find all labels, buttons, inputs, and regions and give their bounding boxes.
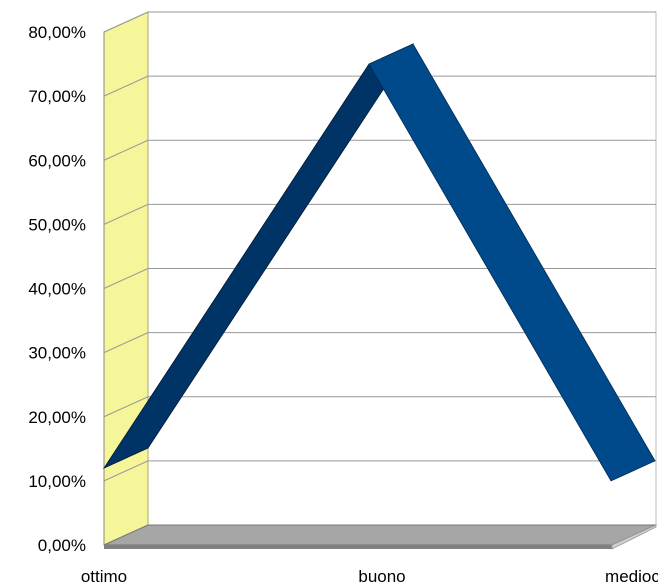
x-tick-label: buono — [358, 567, 405, 586]
floor-edge-front — [104, 545, 612, 549]
gridline-side — [103, 203, 149, 225]
y-tick-label: 40,00% — [28, 280, 86, 299]
x-tick-label: ottimo — [81, 567, 127, 586]
x-tick-label: mediocre — [605, 567, 658, 586]
y-tick-label: 70,00% — [28, 87, 86, 106]
floor — [103, 524, 657, 546]
gridline-side — [103, 11, 149, 33]
gridline-side — [103, 75, 149, 97]
y-tick-label: 30,00% — [28, 344, 86, 363]
floor-edge-side — [611, 524, 657, 550]
gridline-side — [103, 139, 149, 161]
gridline-side — [103, 332, 149, 354]
y-tick-label: 60,00% — [28, 151, 86, 170]
y-tick-label: 80,00% — [28, 23, 86, 42]
gridline-side — [103, 268, 149, 289]
gridline-side — [103, 460, 149, 482]
y-tick-label: 20,00% — [28, 408, 86, 427]
gridline-side — [103, 396, 149, 418]
y-tick-label: 10,00% — [28, 472, 86, 491]
series-segment-buono-mediocre — [368, 43, 656, 482]
y-tick-label: 0,00% — [38, 536, 86, 555]
y-tick-label: 50,00% — [28, 215, 86, 234]
